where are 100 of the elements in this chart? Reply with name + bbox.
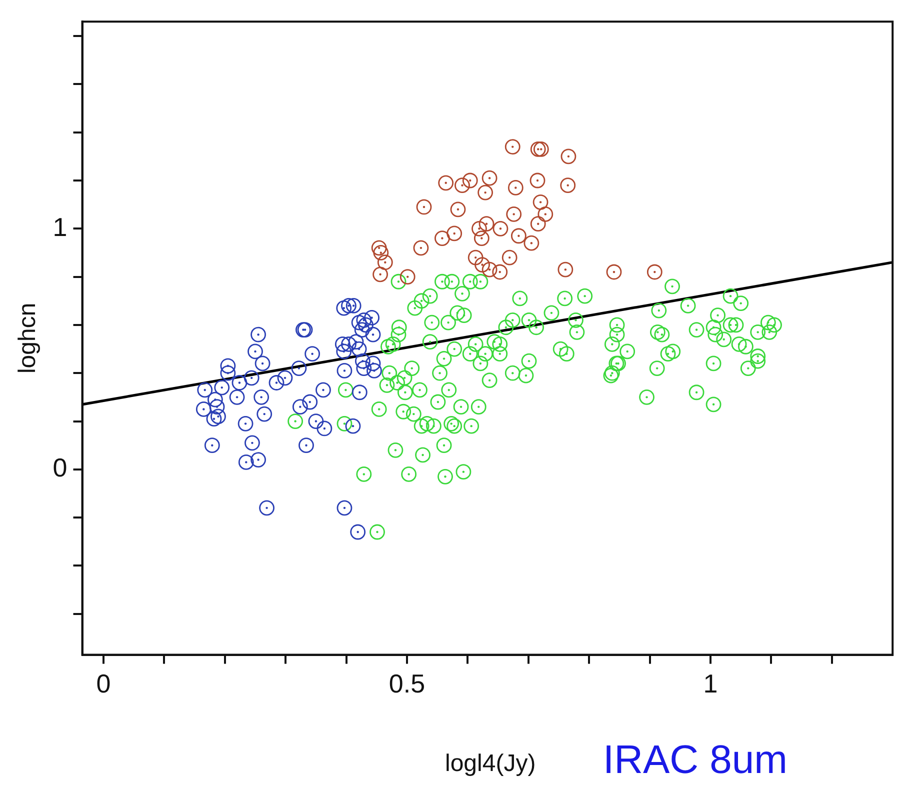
- point: [254, 389, 270, 405]
- point: [308, 414, 324, 429]
- point: [365, 356, 381, 372]
- point: [533, 142, 549, 157]
- point: [336, 344, 352, 360]
- point: [560, 178, 576, 194]
- point: [298, 438, 314, 454]
- point: [250, 452, 266, 468]
- point: [492, 264, 508, 280]
- point: [302, 394, 318, 410]
- point: [220, 358, 236, 374]
- point: [304, 346, 320, 362]
- point: [341, 298, 356, 314]
- point: [238, 454, 254, 470]
- point: [244, 435, 260, 451]
- point: [348, 334, 364, 350]
- point: [336, 300, 352, 316]
- point: [510, 228, 526, 244]
- point: [358, 317, 374, 333]
- point: [248, 344, 263, 360]
- point: [259, 500, 274, 516]
- point: [506, 206, 522, 222]
- point: [350, 524, 366, 540]
- point: [416, 199, 432, 215]
- point: [560, 148, 576, 164]
- point: [446, 226, 462, 242]
- point: [196, 402, 212, 417]
- point: [482, 262, 498, 278]
- x-tick-label: 0.5: [388, 668, 426, 699]
- point: [316, 420, 332, 436]
- point: [538, 206, 554, 222]
- point: [334, 336, 350, 352]
- point: [204, 438, 220, 454]
- point: [478, 216, 494, 232]
- point: [256, 406, 272, 422]
- point: [530, 216, 546, 232]
- point: [530, 142, 546, 157]
- point: [472, 220, 487, 236]
- point: [434, 230, 450, 246]
- point: [254, 356, 270, 372]
- point: [502, 250, 518, 266]
- point: [530, 172, 546, 188]
- point: [558, 262, 574, 278]
- point: [524, 235, 540, 251]
- point: [462, 172, 478, 188]
- point: [354, 353, 370, 369]
- point: [232, 375, 248, 390]
- point: [504, 139, 520, 154]
- point: [474, 230, 490, 246]
- point: [400, 269, 416, 285]
- point: [377, 254, 393, 270]
- point: [268, 375, 284, 390]
- point: [366, 363, 382, 378]
- point: [210, 408, 226, 424]
- point: [336, 363, 352, 378]
- point: [354, 322, 370, 338]
- point: [351, 314, 367, 330]
- point: [207, 392, 223, 408]
- x-tick-label: 0: [96, 668, 111, 699]
- point: [352, 384, 368, 400]
- point: [606, 264, 622, 280]
- point: [341, 336, 356, 352]
- point: [454, 178, 470, 194]
- point: [356, 312, 372, 328]
- point: [413, 240, 429, 256]
- point: [474, 257, 490, 272]
- point: [372, 266, 388, 282]
- point: [238, 416, 254, 432]
- point: [450, 202, 466, 218]
- point: [214, 380, 230, 396]
- point: [229, 389, 245, 405]
- point: [316, 382, 331, 398]
- x-axis-title: logl4(Jy): [445, 750, 536, 778]
- point: [468, 250, 484, 266]
- point: [646, 264, 662, 280]
- point: [356, 360, 372, 376]
- point: [345, 418, 361, 434]
- point: [508, 180, 524, 196]
- point: [250, 326, 266, 342]
- y-axis-title: loghcn: [14, 302, 42, 374]
- point: [292, 399, 308, 415]
- point: [244, 370, 260, 386]
- point: [371, 240, 387, 256]
- point: [492, 220, 508, 236]
- point: [209, 399, 225, 415]
- point: [197, 382, 213, 398]
- point: [365, 326, 381, 342]
- point: [206, 411, 222, 427]
- point: [482, 170, 498, 186]
- point: [277, 370, 293, 386]
- text: IRAC 8um: [603, 738, 788, 783]
- point: [364, 310, 380, 326]
- point: [336, 500, 352, 516]
- point: [220, 365, 236, 381]
- point: [438, 175, 454, 191]
- point: [291, 360, 307, 376]
- point: [351, 341, 367, 357]
- point: [346, 298, 362, 314]
- point: [478, 184, 494, 200]
- point: [532, 194, 548, 210]
